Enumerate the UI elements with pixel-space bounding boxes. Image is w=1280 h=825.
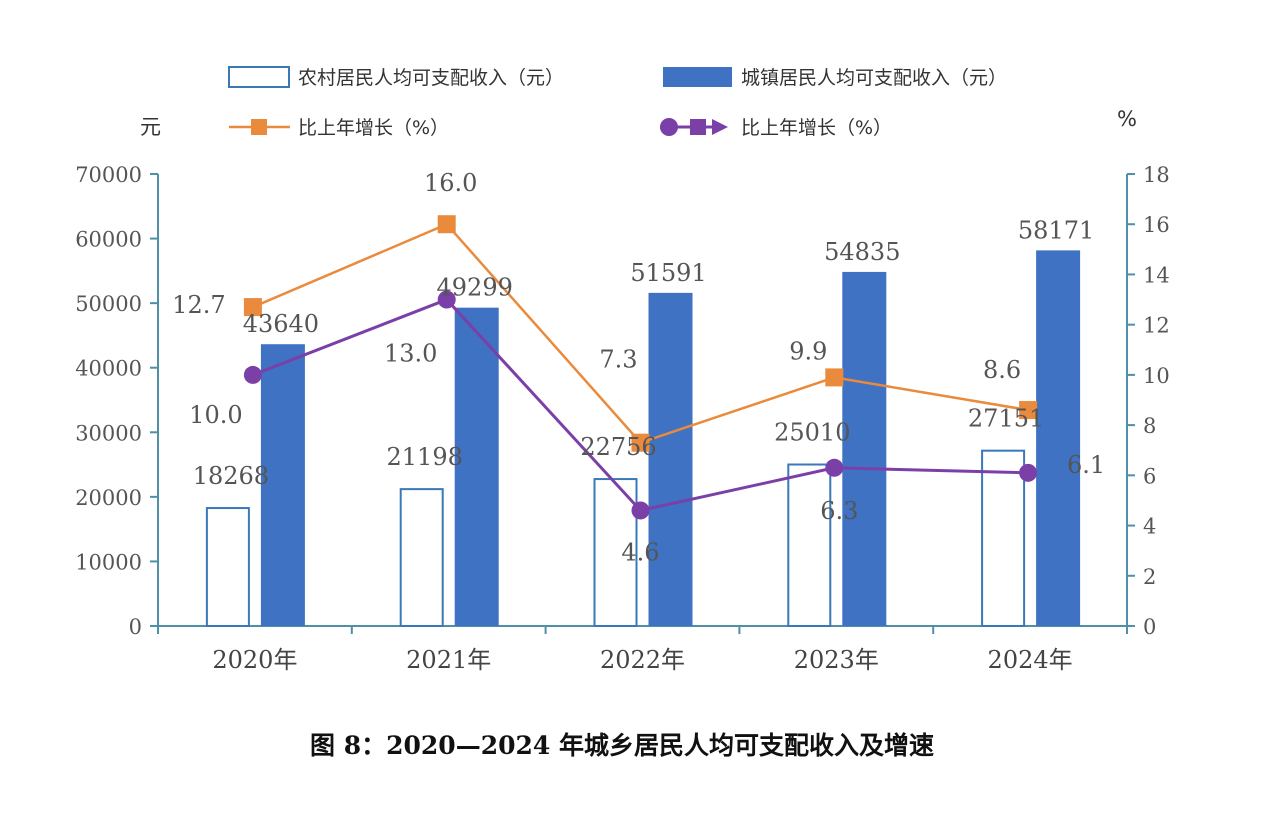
rural-growth-marker (243, 298, 262, 317)
urban-income-label: 58171 (1018, 216, 1094, 244)
y-right-tick-label: 4 (1143, 515, 1156, 539)
x-tick-label: 2021年 (406, 646, 491, 674)
urban-income-bar (260, 344, 305, 626)
rural-income-label: 22756 (580, 433, 656, 461)
rural-growth-marker (1019, 401, 1038, 420)
urban-growth-marker (1019, 463, 1038, 482)
rural-growth-marker (437, 215, 456, 234)
x-tick-label: 2024年 (988, 646, 1073, 674)
y-right-ticks: 0 2 4 6 8 10 12 14 16 18 (1127, 163, 1170, 639)
rural-income-label: 21198 (387, 443, 463, 471)
rural-income-bar (981, 449, 1026, 628)
legend-marker-square-urban (690, 119, 706, 135)
urban-income-label: 49299 (437, 274, 513, 302)
y-left-unit-label: 元 (140, 115, 161, 139)
y-left-tick-label: 40000 (75, 357, 142, 381)
rural-income-bar (787, 463, 832, 628)
y-right-tick-label: 6 (1143, 464, 1156, 488)
x-ticks: 2020年 2021年 2022年 2023年 2024年 (157, 626, 1128, 674)
y-left-tick-label: 0 (129, 615, 142, 639)
growth-lines (243, 215, 1038, 520)
legend-label-rural-bar: 农村居民人均可支配收入（元） (298, 67, 564, 89)
legend-item-urban-line: 比上年增长（%） (660, 117, 892, 139)
legend-item-urban-bar: 城镇居民人均可支配收入（元） (663, 67, 1007, 89)
legend-swatch-rural-bar (228, 66, 290, 88)
y-right-tick-label: 16 (1143, 213, 1170, 237)
urban-growth-label: 10.0 (189, 401, 242, 429)
bars (205, 250, 1081, 628)
x-tick-label: 2020年 (212, 646, 297, 674)
legend-label-urban-line: 比上年增长（%） (741, 117, 892, 139)
rural-growth-label: 9.9 (789, 337, 827, 365)
legend-arrow-icon (712, 119, 728, 135)
y-right-tick-label: 10 (1143, 364, 1170, 388)
y-right-tick-label: 12 (1143, 314, 1170, 338)
rural-income-bar (205, 507, 250, 628)
rural-income-bar (399, 488, 444, 627)
y-left-tick-label: 10000 (75, 550, 142, 574)
urban-income-label: 54835 (824, 238, 900, 266)
rural-growth-line (252, 222, 1029, 445)
rural-growth-label: 7.3 (599, 346, 637, 374)
legend-swatch-urban-bar (663, 67, 732, 87)
y-left-tick-label: 70000 (75, 163, 142, 187)
urban-growth-label: 6.1 (1067, 451, 1105, 479)
urban-growth-label: 4.6 (621, 538, 659, 566)
y-left-tick-label: 20000 (75, 486, 142, 510)
rural-growth-label: 12.7 (172, 291, 225, 319)
rural-growth-label: 8.6 (983, 356, 1021, 384)
figure-caption: 图 8：2020—2024 年城乡居民人均可支配收入及增速 (310, 731, 934, 760)
rural-growth-marker (631, 433, 650, 452)
y-right-tick-label: 2 (1143, 565, 1156, 589)
rural-growth-label: 16.0 (424, 169, 477, 197)
data-labels: 18268 21198 22756 25010 27151 43640 49299 51591… (172, 169, 1105, 566)
y-right-tick-label: 18 (1143, 163, 1170, 187)
y-left-tick-label: 30000 (75, 421, 142, 445)
urban-income-bar (648, 292, 693, 626)
y-right-tick-label: 0 (1143, 615, 1156, 639)
urban-growth-marker (631, 501, 650, 520)
x-tick-label: 2022年 (600, 646, 685, 674)
urban-income-bar (454, 307, 499, 626)
y-left-tick-label: 60000 (75, 228, 142, 252)
legend: 农村居民人均可支配收入（元） 城镇居民人均可支配收入（元） 比上年增长（%） 比… (228, 66, 1007, 139)
urban-income-label: 51591 (630, 259, 706, 287)
y-left-ticks: 0 10000 20000 30000 40000 50000 60000 70000 (75, 163, 158, 639)
urban-growth-marker (825, 458, 844, 477)
urban-growth-marker (243, 365, 262, 384)
urban-growth-label: 6.3 (820, 497, 858, 525)
y-right-tick-label: 14 (1143, 263, 1170, 287)
rural-income-label: 18268 (193, 462, 269, 490)
urban-income-bar (1036, 250, 1081, 627)
rural-income-bar (593, 478, 638, 627)
y-right-tick-label: 8 (1143, 414, 1156, 438)
x-tick-label: 2023年 (794, 646, 879, 674)
legend-marker-circle (660, 118, 678, 136)
urban-income-bar (842, 271, 887, 626)
legend-item-rural-line: 比上年增长（%） (229, 117, 449, 139)
rural-income-label: 25010 (774, 419, 850, 447)
legend-label-rural-line: 比上年增长（%） (298, 117, 449, 139)
urban-growth-label: 13.0 (384, 340, 437, 368)
rural-growth-marker (825, 368, 844, 387)
legend-label-urban-bar: 城镇居民人均可支配收入（元） (741, 67, 1007, 89)
urban-income-label: 43640 (243, 310, 319, 338)
urban-growth-marker (437, 290, 456, 309)
rural-income-label: 27151 (968, 405, 1044, 433)
urban-growth-line (252, 297, 1029, 513)
y-left-tick-label: 50000 (75, 292, 142, 316)
y-right-unit-label: % (1117, 107, 1137, 131)
legend-item-rural-bar: 农村居民人均可支配收入（元） (228, 66, 564, 89)
legend-marker-square (251, 119, 267, 135)
